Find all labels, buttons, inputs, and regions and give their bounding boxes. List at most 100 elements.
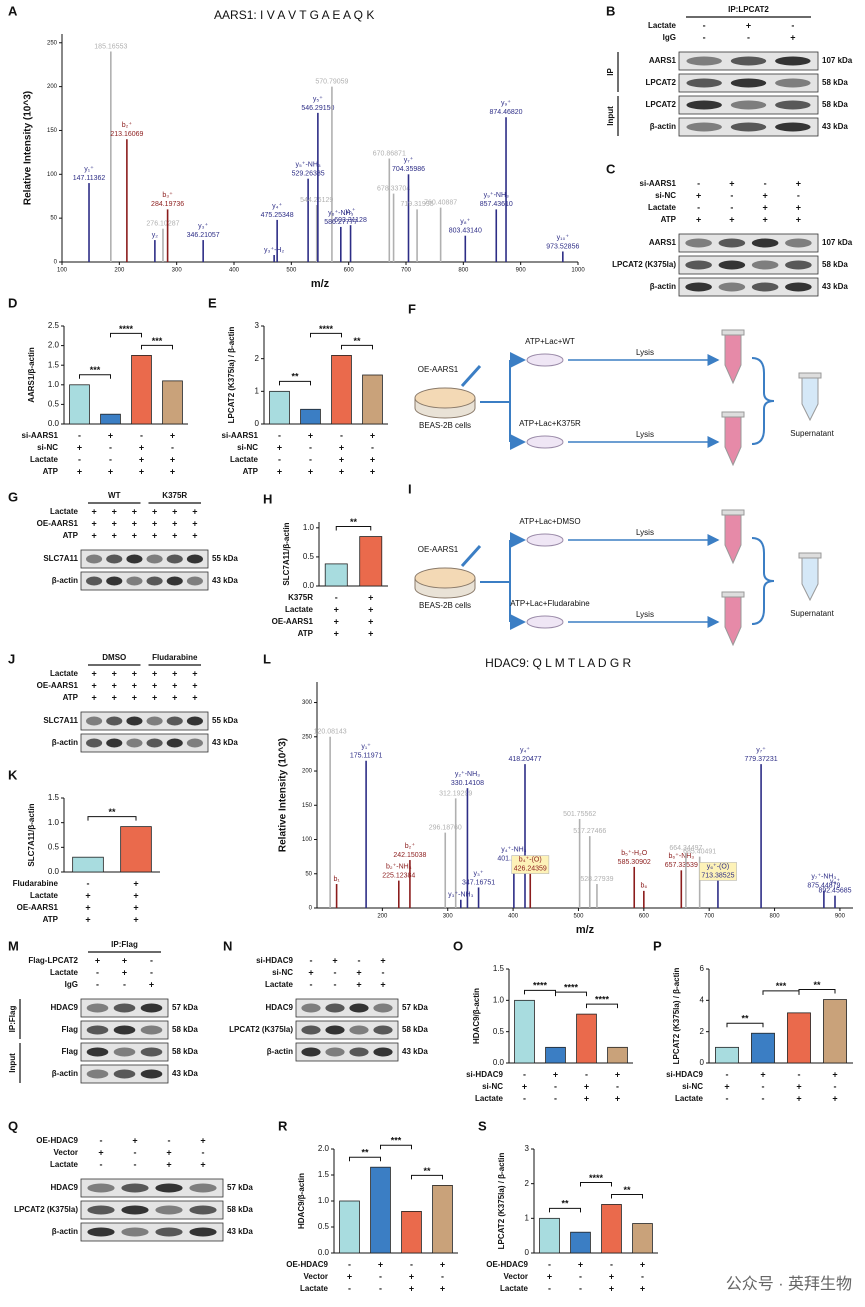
y-tick-label: 1.5 <box>48 793 60 802</box>
condition-label: Lactate <box>230 455 259 464</box>
x-tick-label: 700 <box>704 914 715 920</box>
peak-mass: 713.38525 <box>701 872 734 879</box>
condition-label: si-NC <box>482 1082 503 1091</box>
condition-sign: + <box>192 530 197 540</box>
peak-mass: 857.43610 <box>480 201 513 208</box>
peak-mass: 517.27466 <box>573 828 606 835</box>
condition-label: Lactate <box>50 507 79 516</box>
brace <box>751 357 775 445</box>
y-tick-label: 100 <box>47 172 58 178</box>
condition-sign: - <box>310 955 313 965</box>
blot-band <box>186 738 203 748</box>
condition-label: si-NC <box>655 191 676 200</box>
bar <box>632 1223 653 1254</box>
condition-sign: + <box>332 955 337 965</box>
sig-label: ** <box>353 336 361 346</box>
bar <box>432 1185 453 1254</box>
blot-band <box>126 716 143 726</box>
condition-sign: + <box>152 506 157 516</box>
branch <box>480 540 511 622</box>
peak-mass: 670.86871 <box>373 150 406 157</box>
condition-label: si-AARS1 <box>222 431 259 440</box>
blot-frame <box>678 277 819 297</box>
condition-label: Lactate <box>648 203 677 212</box>
condition-sign: + <box>796 1081 801 1091</box>
blot-frame <box>80 711 209 731</box>
condition-sign: + <box>139 466 144 476</box>
condition-sign: + <box>334 628 339 638</box>
condition-label: OE-HDAC9 <box>36 1136 78 1145</box>
condition-sign: - <box>109 454 112 464</box>
peak-mass: 570.79059 <box>315 78 348 85</box>
blot-band <box>686 78 722 88</box>
sig-bracket <box>349 1156 381 1162</box>
y-axis-label: LPCAT2 (K375la) / β-actin <box>497 1153 506 1250</box>
band-kda: 43 kDa <box>172 1069 198 1078</box>
panel: O HDAC9/β-actin 0.0 0.5 1.0 1.5 **** **** **** si… <box>453 938 633 1103</box>
peak-mass: 586.27777 <box>324 219 357 226</box>
peak-ion: y₉⁺-NH₃ <box>484 191 509 199</box>
sig-label: *** <box>776 981 787 991</box>
sig-label: **** <box>119 324 134 334</box>
blot-band <box>86 576 103 586</box>
band-label: LPCAT2 <box>645 100 676 109</box>
band-kda: 55 kDa <box>212 716 238 725</box>
blot-band <box>87 1227 115 1237</box>
condition-sign: + <box>615 1069 620 1079</box>
condition-sign: + <box>132 518 137 528</box>
y-tick-label: 4 <box>700 995 705 1004</box>
peak-ion: y₄⁺ <box>272 202 282 210</box>
condition-sign: + <box>553 1069 558 1079</box>
blot-band <box>140 1047 163 1057</box>
condition-sign: + <box>380 979 385 989</box>
condition-sign: - <box>309 454 312 464</box>
blot-band <box>751 260 779 270</box>
condition-sign: + <box>85 890 90 900</box>
x-axis-label: m/z <box>576 924 595 936</box>
blot-band <box>373 1025 393 1035</box>
sig-bracket <box>580 1181 612 1187</box>
peak-ion: y₁⁺ <box>84 165 94 173</box>
x-tick-label: 1000 <box>571 268 585 274</box>
blot-band <box>166 716 183 726</box>
blot-band <box>155 1183 183 1193</box>
y-tick-label: 0 <box>255 419 260 428</box>
condition-label: OE-AARS1 <box>17 903 59 912</box>
condition-label: Vector <box>504 1272 528 1281</box>
condition-sign: - <box>764 178 767 188</box>
x-tick-label: 900 <box>516 268 527 274</box>
condition-sign: - <box>278 430 281 440</box>
tube-cap <box>721 509 745 516</box>
blot-band <box>146 554 163 564</box>
blot-band <box>189 1183 217 1193</box>
band-kda: 43 kDa <box>212 738 238 747</box>
condition-label: Flag-LPCAT2 <box>28 956 78 965</box>
y-tick-label: 2.5 <box>48 321 60 330</box>
peak-ion: y₆⁺-(O) <box>707 862 729 870</box>
condition-sign: + <box>133 878 138 888</box>
condition-sign: - <box>548 1259 551 1269</box>
condition-sign: + <box>166 1159 171 1169</box>
condition-label: si-NC <box>37 443 58 452</box>
condition-sign: - <box>78 430 81 440</box>
condition-sign: - <box>348 1259 351 1269</box>
blot-band <box>86 716 103 726</box>
y-tick-label: 1 <box>525 1213 530 1222</box>
condition-label: ATP <box>661 215 677 224</box>
band-label: β-actin <box>267 1047 293 1056</box>
y-axis-label: LPCAT2 (K375la) / β-actin <box>227 327 236 424</box>
condition-sign: + <box>609 1283 614 1293</box>
band-kda: 57 kDa <box>402 1003 428 1012</box>
peak-mass: 147.11362 <box>73 175 106 182</box>
tube-cap <box>798 552 822 559</box>
panel: F OE-AARS1 BEAS-2B cells ATP+Lac+WT Lysis ATP… <box>408 301 835 467</box>
y-tick-label: 2 <box>525 1179 530 1188</box>
condition-sign: - <box>762 1081 765 1091</box>
condition-sign: + <box>368 604 373 614</box>
condition-sign: + <box>796 214 801 224</box>
x-tick-label: 700 <box>401 268 412 274</box>
blot-band <box>166 576 183 586</box>
condition-label: Lactate <box>50 1160 79 1169</box>
